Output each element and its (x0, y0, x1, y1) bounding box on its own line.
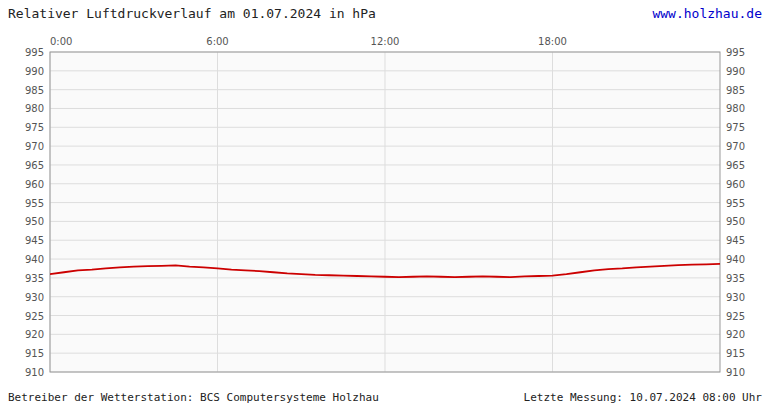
y-tick-label: 935 (25, 273, 44, 284)
y-tick-label: 970 (25, 141, 44, 152)
plot-area (50, 52, 720, 372)
y-tick-label: 950 (25, 216, 44, 227)
y-tick-label: 940 (25, 254, 44, 265)
y-tick-label: 980 (726, 103, 745, 114)
grid (50, 52, 720, 372)
y-tick-label: 990 (25, 66, 44, 77)
y-tick-label: 985 (25, 85, 44, 96)
y-tick-label: 980 (25, 103, 44, 114)
data (50, 264, 720, 277)
y-tick-label: 930 (25, 292, 44, 303)
y-tick-label: 975 (25, 122, 44, 133)
y-tick-label: 910 (726, 367, 745, 378)
y-tick-label: 935 (726, 273, 745, 284)
y-tick-label: 985 (726, 85, 745, 96)
y-tick-label: 945 (25, 235, 44, 246)
y-tick-label: 995 (726, 47, 745, 58)
y-tick-label: 940 (726, 254, 745, 265)
y-tick-label: 910 (25, 367, 44, 378)
y-tick-label: 950 (726, 216, 745, 227)
title: Relativer Luftdruckverlauf am 01.07.2024… (8, 6, 376, 21)
y-tick-label: 925 (25, 311, 44, 322)
y-tick-label: 925 (726, 311, 745, 322)
y-tick-label: 960 (25, 179, 44, 190)
y-tick-label: 990 (726, 66, 745, 77)
axes: 910 910 915 915 920 920 925 925 930 930 935 935 940 9… (25, 36, 745, 378)
y-tick-label: 955 (726, 198, 745, 209)
x-tick-label: 18:00 (538, 36, 567, 47)
plot-frame (50, 52, 720, 372)
grid-line (217, 52, 218, 372)
x-tick-label: 6:00 (206, 36, 228, 47)
annotation: Letzte Messung: 10.07.2024 08:00 Uhr (524, 391, 763, 404)
y-tick-label: 955 (25, 198, 44, 209)
y-tick-label: 995 (25, 47, 44, 58)
chart: Relativer Luftdruckverlauf am 01.07.2024… (0, 0, 770, 409)
y-tick-label: 960 (726, 179, 745, 190)
y-tick-label: 965 (25, 160, 44, 171)
x-tick-label: 12:00 (371, 36, 400, 47)
y-tick-label: 965 (726, 160, 745, 171)
y-tick-label: 930 (726, 292, 745, 303)
y-tick-label: 920 (726, 329, 745, 340)
y-tick-label: 975 (726, 122, 745, 133)
y-tick-label: 915 (726, 348, 745, 359)
y-tick-label: 920 (25, 329, 44, 340)
x-tick-label: 0:00 (50, 36, 72, 47)
y-tick-label: 945 (726, 235, 745, 246)
y-tick-label: 970 (726, 141, 745, 152)
pressure-line (50, 264, 720, 277)
annotation: www.holzhau.de (652, 6, 762, 21)
grid-line (552, 52, 553, 372)
annotation: Betreiber der Wetterstation: BCS Compute… (8, 391, 379, 404)
y-tick-label: 915 (25, 348, 44, 359)
grid-line (385, 52, 386, 372)
